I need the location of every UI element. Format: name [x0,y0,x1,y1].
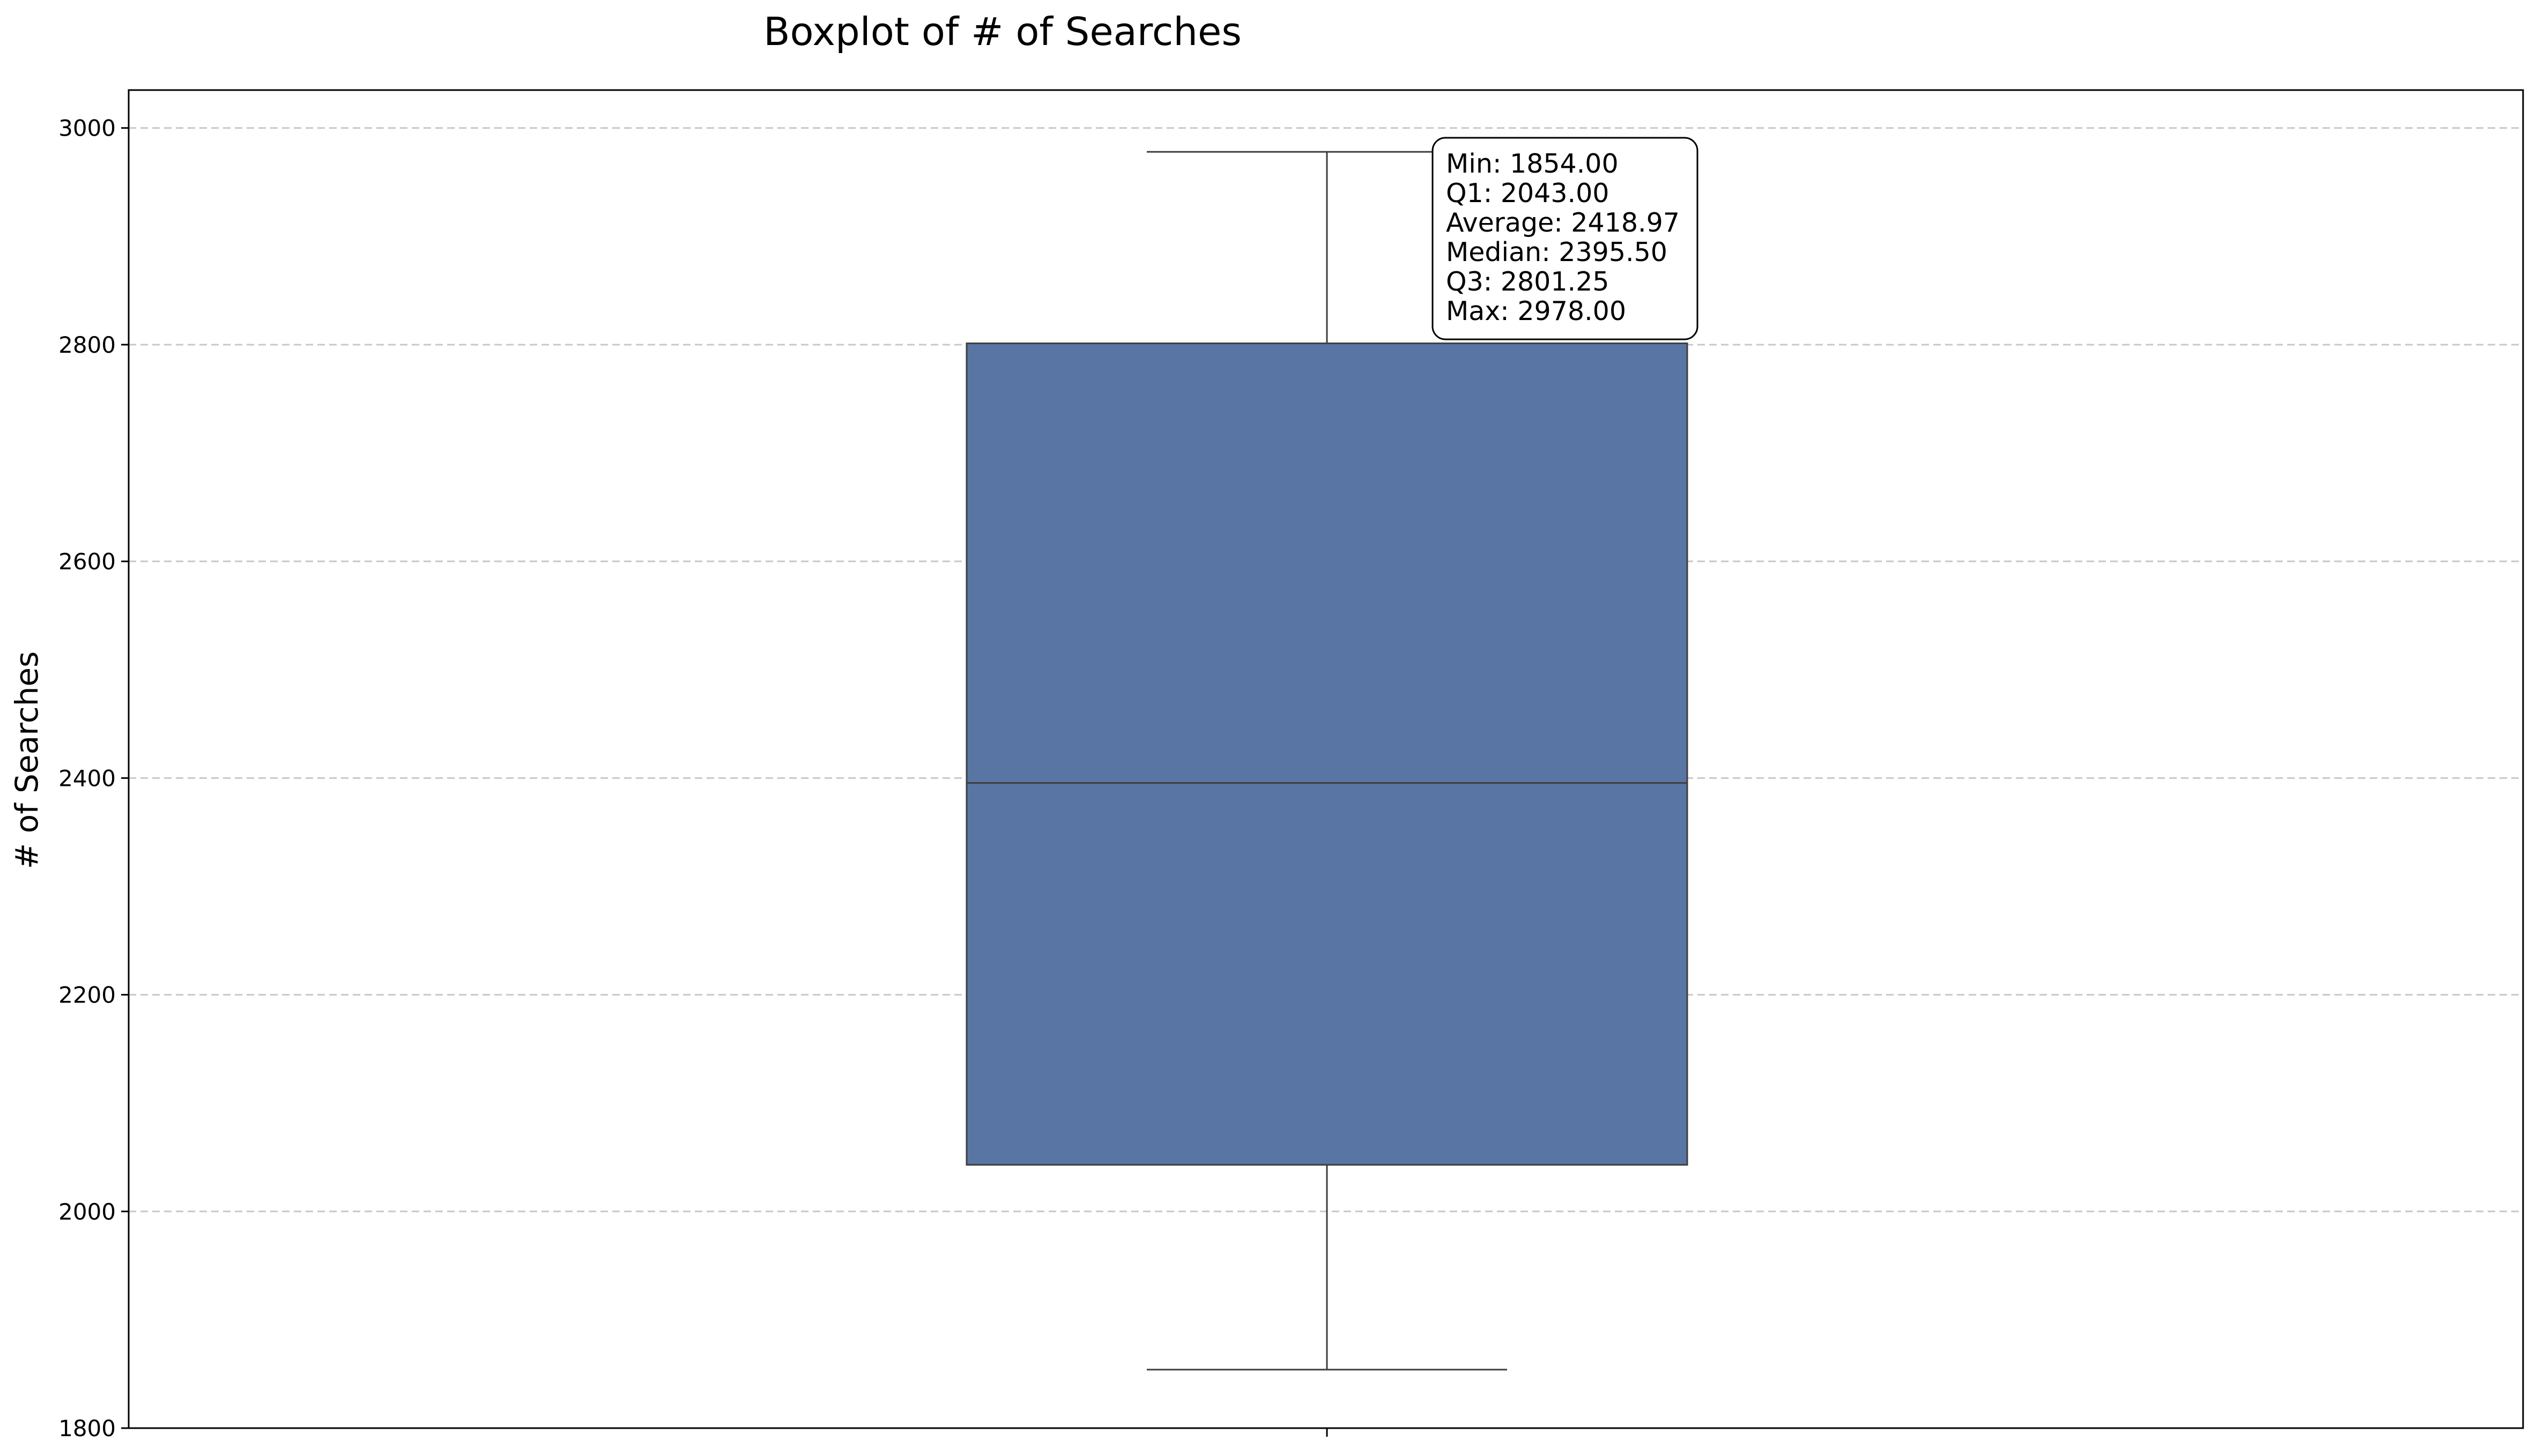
stats-max-line: Max: 2978.00 [1446,296,1626,326]
y-axis-ticks: 1800 2000 2200 2400 2600 2800 3000 [58,115,129,1442]
y-tick-label-2000: 2000 [58,1199,116,1225]
plot-frame [128,89,2524,1429]
stats-box [1431,137,1698,340]
chart-title: Boxplot of # of Searches [763,9,1242,54]
y-tick-label-2400: 2400 [58,765,116,791]
stats-min-line: Min: 1854.00 [1446,148,1619,179]
stats-median-line: Median: 2395.50 [1446,237,1667,268]
iqr-box [966,342,1688,1166]
stats-annotation: Min: 1854.00 Q1: 2043.00 Average: 2418.9… [1431,137,1698,340]
stats-average-line: Average: 2418.97 [1446,207,1680,238]
y-tick-label-2200: 2200 [58,982,116,1008]
y-tick-label-2600: 2600 [58,548,116,575]
y-axis-label: # of Searches [9,651,45,870]
box-plot [966,151,1688,1371]
stats-q1-line: Q1: 2043.00 [1446,178,1609,209]
y-tick-label-1800: 1800 [58,1415,116,1442]
stats-q3-line: Q3: 2801.25 [1446,266,1609,297]
y-tick-label-2800: 2800 [58,332,116,358]
y-tick-label-3000: 3000 [58,115,116,142]
